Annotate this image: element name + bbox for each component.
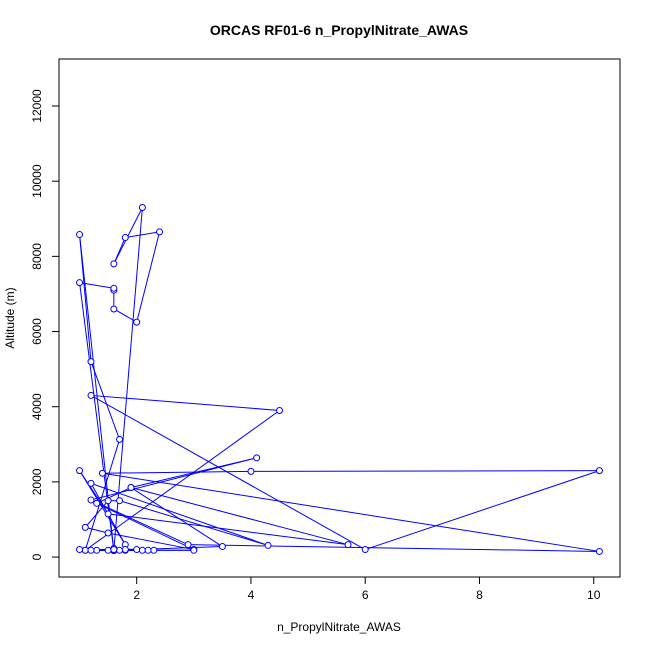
data-point (264, 541, 272, 549)
data-point (218, 543, 226, 551)
y-tick-label: 4000 (30, 393, 44, 420)
series-line-segment (125, 231, 160, 239)
data-point (184, 541, 192, 549)
data-point (276, 406, 284, 414)
series-line-segment (365, 470, 600, 551)
x-axis: 2 4 6 8 10 (133, 576, 601, 602)
data-point (110, 305, 118, 313)
data-point (116, 497, 124, 505)
series-line-segment (79, 470, 109, 515)
x-tick-label: 4 (248, 588, 255, 602)
data-point (156, 228, 164, 236)
series-line-segment (84, 500, 109, 528)
data-point (138, 203, 146, 211)
y-tick-label: 8000 (30, 243, 44, 270)
data-point (595, 467, 603, 475)
series-line-segment (102, 470, 251, 474)
series-line-segment (188, 544, 600, 552)
x-tick-label: 6 (362, 588, 369, 602)
data-point (121, 546, 129, 554)
data-point (110, 546, 118, 554)
y-tick-label: 6000 (30, 318, 44, 345)
series-line-segment (90, 499, 189, 546)
data-point (133, 546, 141, 554)
series-line-segment (90, 394, 280, 411)
data-point (104, 546, 112, 554)
data-point (76, 467, 84, 475)
x-tick-label: 2 (133, 588, 140, 602)
series-line-segment (113, 308, 137, 323)
y-tick-label: 0 (30, 553, 44, 560)
data-point (247, 467, 255, 475)
series-line-segment (108, 513, 349, 546)
series-line-segment (96, 502, 195, 551)
series-line-segment (130, 487, 349, 546)
data-point (76, 546, 84, 554)
data-point (104, 529, 112, 537)
x-tick-label: 8 (476, 588, 483, 602)
data-point (121, 234, 129, 242)
data-point (110, 260, 118, 268)
y-axis: 0 2000 4000 6000 8000 10000 12000 (30, 89, 60, 560)
series-line-segment (85, 526, 109, 534)
data-point (104, 510, 112, 518)
y-tick-label: 2000 (30, 468, 44, 495)
data-point (138, 546, 146, 554)
series-line-segment (90, 395, 366, 550)
data-point (81, 546, 89, 554)
data-point (87, 479, 95, 487)
series-line-segment (79, 234, 92, 362)
data-point (116, 435, 124, 443)
series-line-segment (84, 439, 121, 551)
series-line-segment (90, 482, 269, 546)
data-point (110, 284, 118, 292)
y-axis-label: Altitude (m) (3, 287, 17, 348)
x-tick-label: 10 (587, 588, 601, 602)
data-point (127, 484, 135, 492)
series-line-segment (250, 470, 600, 472)
data-point (87, 358, 95, 366)
series-line-segment (113, 237, 126, 265)
series-line-segment (79, 282, 115, 551)
series-line-segment (90, 361, 121, 440)
y-tick-label: 10000 (30, 164, 44, 198)
data-point (133, 318, 141, 326)
series-line-segment (108, 532, 194, 551)
series-line-segment (130, 457, 257, 489)
series-line-segment (102, 472, 600, 552)
data-point (93, 499, 101, 507)
data-point (144, 546, 152, 554)
data-point (595, 547, 603, 555)
data-point (104, 497, 112, 505)
data-point (116, 546, 124, 554)
data-point (76, 231, 84, 239)
data-series (76, 203, 603, 555)
data-point (190, 546, 198, 554)
data-point (344, 541, 352, 549)
data-point (150, 546, 158, 554)
plot-frame (58, 58, 621, 578)
data-point (93, 546, 101, 554)
series-line-segment (119, 500, 269, 546)
series-line-segment (96, 487, 132, 504)
data-point (81, 523, 89, 531)
chart-title: ORCAS RF01-6 n_PropylNitrate_AWAS (210, 22, 468, 38)
series-line-segment (84, 410, 280, 551)
data-point (76, 279, 84, 287)
data-point (87, 546, 95, 554)
series-line-segment (136, 231, 161, 323)
data-point (87, 391, 95, 399)
y-tick-label: 12000 (30, 89, 44, 123)
series-line-segment (130, 487, 223, 547)
data-point (98, 469, 106, 477)
data-point (253, 454, 261, 462)
data-point (361, 546, 369, 554)
data-point (87, 496, 95, 504)
x-axis-label: n_PropylNitrate_AWAS (277, 620, 401, 634)
